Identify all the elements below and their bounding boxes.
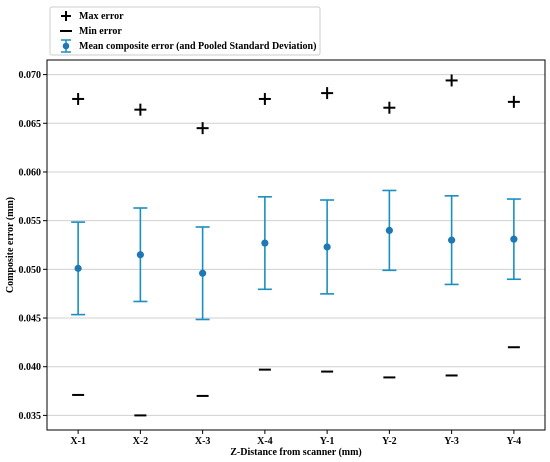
max-error-point bbox=[72, 92, 85, 105]
y-tick-label: 0.045 bbox=[19, 314, 42, 325]
x-tick-label: Y-3 bbox=[444, 436, 459, 447]
x-tick-label: X-4 bbox=[257, 436, 273, 447]
y-axis-label: Composite error (mm) bbox=[5, 197, 16, 293]
max-error-point bbox=[321, 87, 334, 100]
legend: Max error Min error Mean composite error… bbox=[49, 6, 321, 56]
max-error-point bbox=[507, 95, 520, 108]
x-tick-label: Y-1 bbox=[320, 436, 335, 447]
max-error-point bbox=[445, 74, 458, 87]
mean-point bbox=[323, 243, 331, 251]
legend-min-label: Min error bbox=[79, 26, 122, 37]
legend-max-label: Max error bbox=[79, 11, 124, 22]
plot-frame bbox=[46, 59, 546, 431]
mean-point bbox=[199, 269, 207, 277]
mean-point bbox=[510, 235, 518, 243]
y-tick-label: 0.070 bbox=[19, 70, 42, 81]
x-tick-label: X-3 bbox=[195, 436, 211, 447]
legend-mean-label: Mean composite error (and Pooled Standar… bbox=[79, 41, 316, 52]
legend-mean-marker bbox=[61, 39, 71, 53]
x-axis-ticks: X-1 X-2 X-3 X-4 Y-1 Y-2 Y-3 Y-4 bbox=[70, 430, 521, 447]
y-tick-label: 0.055 bbox=[19, 216, 42, 227]
y-tick-label: 0.050 bbox=[19, 265, 42, 276]
mean-point bbox=[261, 239, 269, 247]
y-tick-label: 0.065 bbox=[19, 119, 42, 130]
max-error-point bbox=[134, 103, 147, 116]
max-error-point bbox=[196, 122, 209, 135]
mean-point bbox=[448, 236, 456, 244]
x-tick-label: X-2 bbox=[133, 436, 149, 447]
data-marks bbox=[71, 74, 521, 417]
max-error-point bbox=[258, 92, 271, 105]
legend-max-marker bbox=[61, 11, 71, 21]
x-tick-label: Y-2 bbox=[382, 436, 397, 447]
y-axis-ticks: 0.035 0.040 0.045 0.050 0.055 0.060 0.065 0.070 bbox=[19, 70, 47, 422]
legend-box bbox=[49, 6, 321, 56]
y-tick-label: 0.035 bbox=[19, 411, 42, 422]
grid-lines bbox=[47, 74, 545, 416]
x-axis-label: Z-Distance from scanner (mm) bbox=[230, 447, 362, 458]
max-error-point bbox=[383, 101, 396, 114]
mean-point bbox=[136, 251, 144, 259]
y-tick-label: 0.040 bbox=[19, 362, 42, 373]
y-tick-label: 0.060 bbox=[19, 167, 42, 178]
mean-point bbox=[385, 226, 393, 234]
x-tick-label: X-1 bbox=[70, 436, 86, 447]
x-tick-label: Y-4 bbox=[507, 436, 522, 447]
mean-point bbox=[74, 264, 82, 272]
